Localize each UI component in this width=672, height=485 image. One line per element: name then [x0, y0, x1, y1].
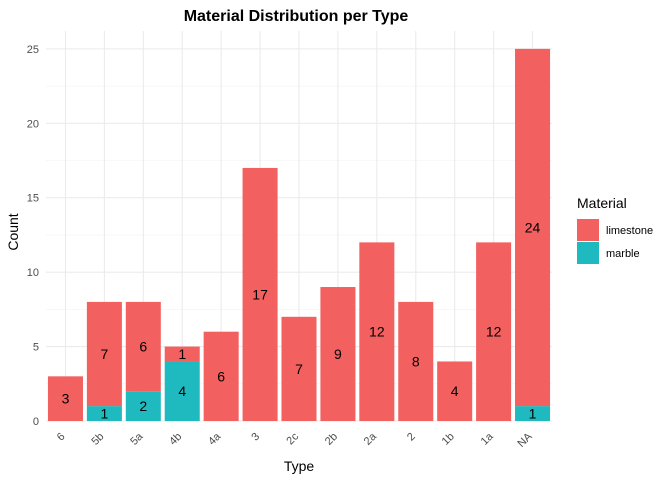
legend-label: limestone: [606, 225, 653, 237]
x-tick-label: 2b: [323, 431, 340, 448]
legend-key-marble: [577, 242, 599, 264]
x-tick-label: 2a: [362, 430, 380, 448]
bar-segment-marble: [125, 391, 161, 421]
bar-segment-limestone: [281, 316, 317, 421]
legend: Material limestone marble: [577, 195, 653, 264]
data-label: 4: [451, 383, 459, 399]
bar-segment-limestone: [203, 331, 239, 421]
y-tick-label: 15: [27, 193, 39, 205]
data-label: 2: [139, 398, 147, 414]
x-tick-label: 3: [249, 431, 262, 444]
data-label: 6: [139, 339, 147, 355]
data-label: 8: [412, 353, 420, 369]
data-label: 9: [334, 346, 342, 362]
bar-segment-limestone: [398, 301, 434, 421]
y-tick-label: 20: [27, 118, 39, 130]
data-label: 12: [369, 324, 385, 340]
x-tick-label: 2: [405, 431, 418, 444]
bar-segment-marble: [515, 406, 551, 421]
data-label: 7: [100, 346, 108, 362]
x-tick-label: 1b: [440, 431, 457, 448]
data-label: 7: [295, 361, 303, 377]
x-tick-label: 6: [55, 431, 68, 444]
data-label: 6: [217, 368, 225, 384]
data-label: 4: [178, 383, 186, 399]
y-tick-label: 5: [33, 342, 39, 354]
legend-key-limestone: [577, 219, 599, 241]
bars-layer: [47, 48, 551, 421]
x-tick-label: 2c: [284, 430, 301, 447]
data-label: 17: [252, 286, 268, 302]
bar-segment-limestone: [320, 287, 356, 421]
y-tick-label: 10: [27, 267, 39, 279]
y-tick-label: 25: [27, 44, 39, 56]
x-tick-label: NA: [515, 430, 535, 450]
data-label: 1: [529, 406, 537, 422]
bar-segment-marble: [164, 361, 200, 421]
legend-title: Material: [577, 195, 627, 211]
data-label: 3: [62, 391, 70, 407]
bar-segment-limestone: [437, 361, 473, 421]
x-tick-label: 1a: [479, 430, 497, 448]
chart-title: Material Distribution per Type: [184, 8, 409, 25]
data-label: 12: [486, 324, 502, 340]
data-label: 1: [100, 406, 108, 422]
x-tick-label: 5b: [89, 431, 106, 448]
bar-segment-marble: [86, 406, 122, 421]
bar-segment-limestone: [125, 301, 161, 392]
bar-segment-limestone: [515, 48, 551, 407]
x-tick-label: 4b: [167, 431, 184, 448]
x-tick-labels: 6 5b 5a 4b 4a 3 2c 2b 2a 2 1b 1a NA: [55, 430, 535, 450]
bar-segment-limestone: [242, 167, 278, 421]
data-label: 24: [525, 219, 541, 235]
y-tick-label: 0: [33, 416, 39, 428]
legend-entries: limestone marble: [577, 219, 653, 264]
y-axis-title: Count: [5, 213, 21, 250]
x-axis-title: Type: [284, 458, 315, 474]
bar-segment-limestone: [164, 346, 200, 362]
bar-segment-limestone: [476, 242, 512, 421]
bar-segment-limestone: [86, 301, 122, 407]
legend-label: marble: [606, 248, 640, 260]
x-tick-label: 4a: [206, 430, 224, 448]
bar-segment-limestone: [359, 242, 395, 421]
y-tick-labels: 0 5 10 15 20 25: [27, 44, 39, 428]
bar-segment-limestone: [47, 376, 83, 421]
data-label: 1: [178, 346, 186, 362]
x-tick-label: 5a: [128, 430, 146, 448]
